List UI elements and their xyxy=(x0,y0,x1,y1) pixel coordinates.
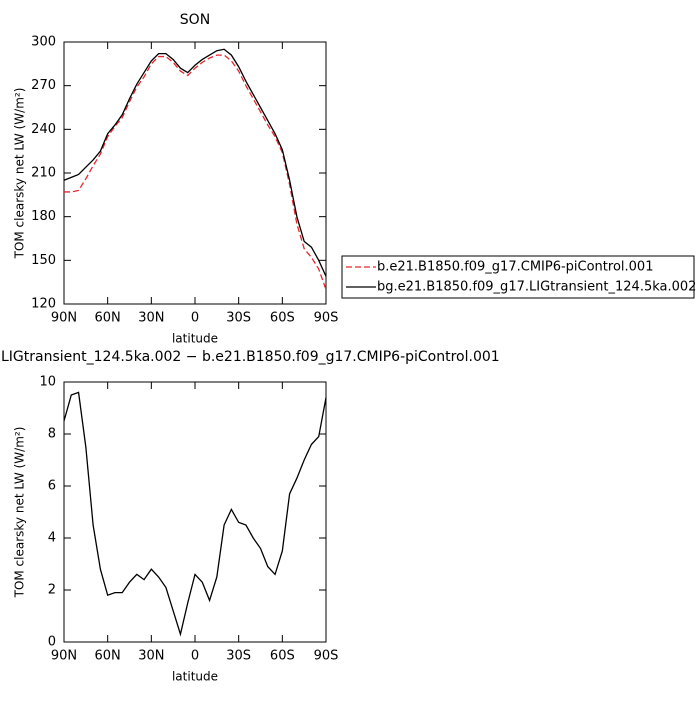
x-tick-label: 60S xyxy=(270,649,295,664)
x-axis-label: latitude xyxy=(172,670,218,684)
y-tick-label: 2 xyxy=(48,583,56,598)
x-tick-label: 60N xyxy=(95,649,121,664)
y-tick-label: 240 xyxy=(31,122,56,137)
x-tick-label: 0 xyxy=(191,649,199,664)
x-tick-label: 90S xyxy=(314,649,339,664)
y-tick-label: 210 xyxy=(31,166,56,181)
data-line xyxy=(63,48,327,277)
y-tick-label: 180 xyxy=(31,209,56,224)
data-line xyxy=(64,54,327,290)
x-tick-label: 30N xyxy=(138,311,164,326)
y-tick-label: 120 xyxy=(31,297,56,312)
x-tick-label: 30S xyxy=(226,311,251,326)
plot-frame xyxy=(63,41,327,305)
x-tick-label: 90N xyxy=(51,311,77,326)
y-axis-label: TOM clearsky net LW (W/m²) xyxy=(13,427,27,599)
chart-title: SON xyxy=(180,12,210,28)
y-tick-label: 270 xyxy=(31,78,56,93)
x-tick-label: 90N xyxy=(51,649,77,664)
y-axis-label: TOM clearsky net LW (W/m²) xyxy=(13,88,27,260)
x-axis-label: latitude xyxy=(172,332,218,346)
legend-box xyxy=(341,255,695,299)
x-tick-label: 60N xyxy=(95,311,121,326)
legend-label: bg.e21.B1850.f09_g17.LIGtransient_124.5k… xyxy=(377,280,696,295)
y-tick-label: 6 xyxy=(48,479,56,494)
y-tick-label: 10 xyxy=(39,375,56,390)
y-tick-label: 300 xyxy=(31,35,56,50)
y-tick-label: 0 xyxy=(48,635,56,650)
legend-label: b.e21.B1850.f09_g17.CMIP6-piControl.001 xyxy=(377,260,653,275)
x-tick-label: 30S xyxy=(226,649,251,664)
x-tick-label: 60S xyxy=(270,311,295,326)
x-tick-label: 0 xyxy=(191,311,199,326)
legend: b.e21.B1850.f09_g17.CMIP6-piControl.001b… xyxy=(341,255,696,299)
x-tick-label: 90S xyxy=(314,311,339,326)
x-tick-label: 30N xyxy=(138,649,164,664)
y-tick-label: 4 xyxy=(48,531,56,546)
y-tick-label: 150 xyxy=(31,253,56,268)
y-tick-label: 8 xyxy=(48,427,56,442)
chart-title: LIGtransient_124.5ka.002 − b.e21.B1850.f… xyxy=(1,349,500,365)
data-line xyxy=(63,391,327,637)
